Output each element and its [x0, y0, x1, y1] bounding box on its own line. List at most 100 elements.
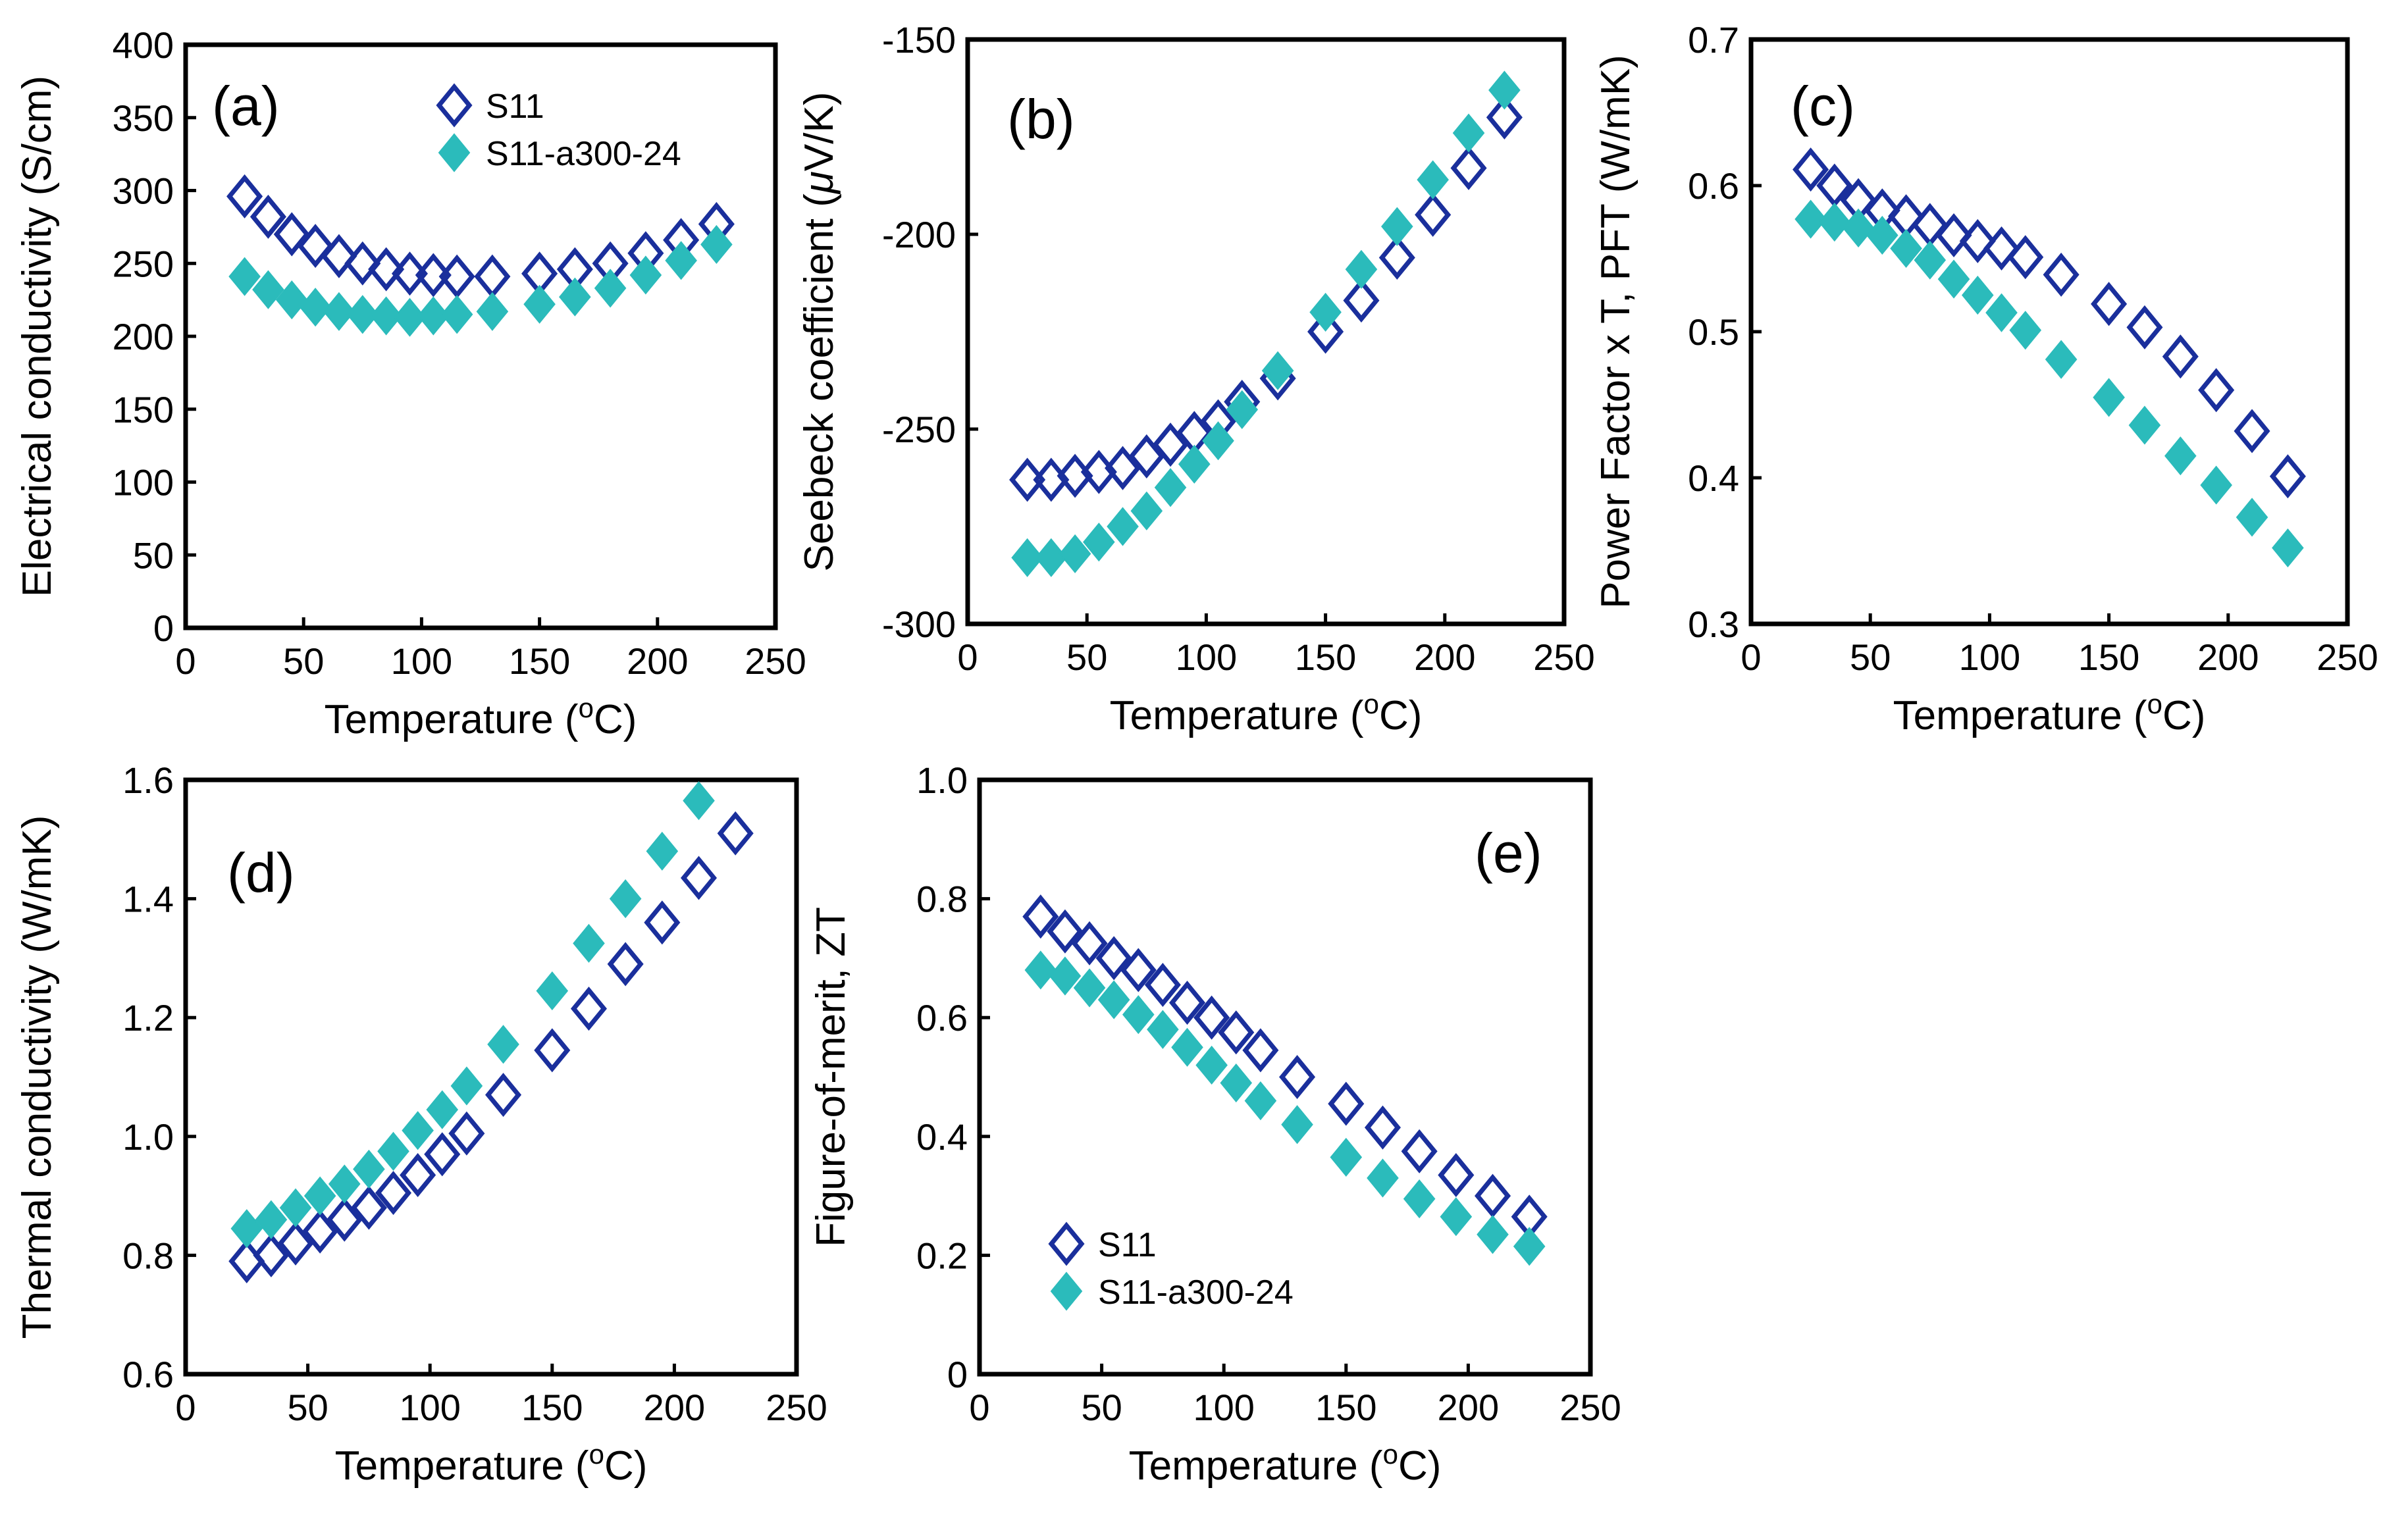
data-point	[1345, 249, 1378, 289]
data-point	[1842, 208, 1875, 247]
data-point	[570, 987, 608, 1031]
data-point	[350, 1185, 387, 1230]
y-tick-label: 0.6	[122, 1354, 174, 1395]
data-point	[1128, 434, 1165, 478]
data-point	[424, 1132, 461, 1177]
legend-marker	[1048, 1221, 1085, 1266]
data-point	[299, 288, 332, 327]
data-point	[1793, 147, 1829, 192]
data-point	[1152, 423, 1189, 467]
y-tick-label: 100	[113, 462, 174, 503]
data-point	[1024, 950, 1057, 990]
x-tick-label: 200	[1414, 636, 1475, 678]
panel-label: (d)	[227, 842, 295, 904]
legend-label: S11	[1098, 1226, 1157, 1264]
legend: S11 S11-a300-24	[436, 83, 681, 173]
panel-label: (e)	[1475, 822, 1542, 884]
data-point	[523, 284, 556, 324]
data-point	[1154, 468, 1187, 507]
x-tick-label: 0	[175, 640, 196, 682]
x-tick-label: 150	[2078, 636, 2139, 678]
data-point	[253, 1233, 290, 1277]
data-point	[275, 280, 308, 320]
data-point	[1401, 1129, 1438, 1173]
data-point	[609, 879, 642, 919]
x-tick-label: 0	[957, 636, 978, 678]
data-point	[700, 224, 733, 265]
data-point	[1343, 278, 1380, 323]
series-S11	[1022, 894, 1548, 1239]
y-tick-label: 1.4	[122, 879, 174, 920]
data-point	[1415, 192, 1452, 237]
legend-marker	[436, 83, 473, 128]
y-tick-label: 250	[113, 243, 174, 284]
data-point	[1261, 351, 1294, 390]
legend-label: S11-a300-24	[1098, 1273, 1294, 1312]
x-axis-title: Temperature (oC)	[325, 692, 637, 742]
data-point	[440, 295, 473, 334]
data-point	[1244, 1081, 1277, 1121]
data-point	[1097, 980, 1130, 1019]
data-point	[607, 942, 644, 987]
x-tick-label: 250	[766, 1387, 827, 1428]
data-point	[536, 971, 569, 1011]
data-point	[377, 1131, 409, 1171]
data-point	[344, 241, 381, 286]
data-point	[474, 254, 511, 299]
data-point	[1022, 894, 1059, 939]
data-point	[391, 251, 429, 296]
data-point	[1403, 1179, 1436, 1219]
chart-panel-b: 0 50 100 150 200 250 -300 -250 -200 -150 Temperatu…	[797, 19, 1595, 738]
series-S11-a300-24	[1011, 70, 1521, 577]
data-point	[1309, 292, 1342, 332]
data-point	[2234, 409, 2270, 453]
data-point	[1381, 207, 1413, 246]
panel-label: (b)	[1007, 88, 1075, 150]
data-point	[303, 1176, 336, 1216]
data-point	[1242, 1028, 1279, 1073]
legend-marker	[1050, 1271, 1083, 1311]
data-point	[2269, 454, 2306, 499]
data-point	[1202, 421, 1234, 461]
data-point	[1122, 995, 1155, 1035]
x-tick-label: 250	[1559, 1387, 1621, 1428]
data-point	[646, 831, 679, 871]
data-point	[1890, 228, 1922, 269]
data-point	[2043, 252, 2080, 297]
data-point	[1130, 491, 1163, 530]
data-point	[534, 1028, 571, 1073]
data-point	[448, 1111, 485, 1156]
x-tick-label: 50	[1081, 1387, 1122, 1428]
series-S11-a300-24	[1024, 950, 1546, 1266]
data-point	[252, 270, 284, 309]
legend: S11 S11-a300-24	[1048, 1221, 1294, 1312]
x-axis-title: Temperature (oC)	[1110, 688, 1423, 738]
data-point	[326, 1197, 363, 1242]
x-tick-label: 50	[1850, 636, 1891, 678]
data-point	[1959, 218, 1996, 263]
data-point	[1049, 956, 1082, 996]
y-tick-label: 0.8	[122, 1235, 174, 1276]
data-point	[629, 255, 662, 295]
data-point	[1364, 1105, 1401, 1150]
data-point	[1144, 963, 1181, 1008]
data-point	[717, 811, 754, 856]
axes-frame	[977, 777, 1593, 1377]
data-point	[1961, 275, 1994, 315]
y-axis-title: Thermal conductivity (W/mK)	[14, 815, 60, 1339]
y-tick-label: 300	[113, 170, 174, 212]
panel-label: (c)	[1791, 75, 1855, 137]
y-axis-title: Power Factor x T, PFT (W/mK)	[1593, 55, 1638, 609]
data-point	[255, 1200, 288, 1239]
data-point	[328, 1164, 361, 1204]
data-point	[1330, 1137, 1363, 1177]
data-point	[297, 224, 334, 269]
x-tick-label: 200	[2197, 636, 2259, 678]
y-tick-label: 1.6	[122, 759, 174, 801]
data-point	[226, 174, 263, 218]
y-tick-label: 400	[113, 24, 174, 66]
axes-frame	[965, 37, 1567, 627]
data-point	[277, 1221, 314, 1266]
data-point	[1178, 444, 1211, 484]
data-point	[1985, 293, 2018, 332]
